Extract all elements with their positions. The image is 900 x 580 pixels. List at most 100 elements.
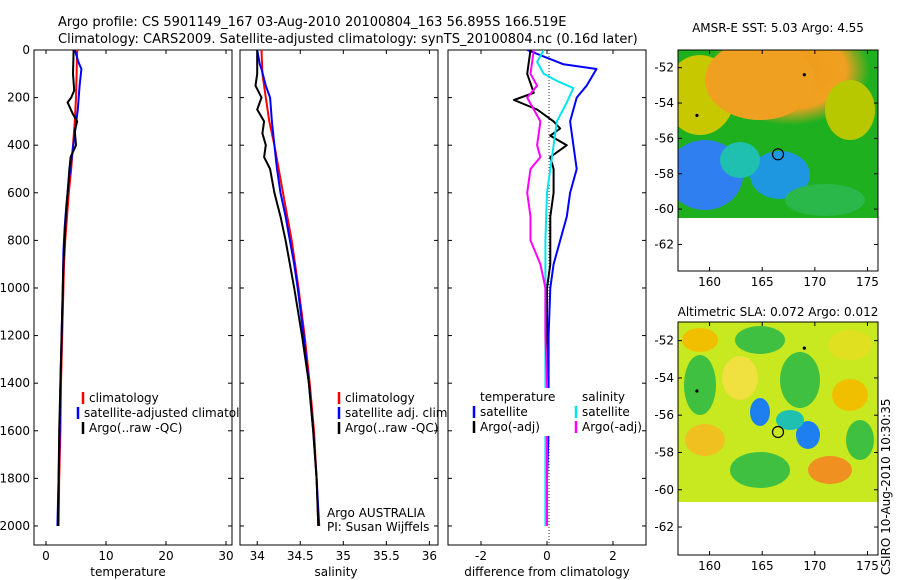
y-tick-label: -60 — [654, 202, 674, 216]
sla-map-panel: Altimetric SLA: 0.072 Argo: 0.012 160 165… — [654, 305, 879, 573]
legend-label-satellite: satellite-adjusted climatology — [84, 406, 262, 420]
map-dot — [695, 389, 699, 393]
sla-low-patch — [796, 421, 820, 449]
depth-y-ticks: 0 200 400 600 800 1000 1200 1400 1600 1800 2000 — [0, 43, 232, 533]
sla-low-patch — [750, 398, 770, 426]
x-tick-label: 36 — [422, 549, 437, 563]
legend-background — [470, 388, 550, 436]
y-tick-label: -58 — [654, 167, 674, 181]
legend-label-argo: Argo(..raw -QC) — [345, 421, 438, 435]
temperature-axes-frame — [33, 49, 233, 546]
temperature-profiles — [56, 50, 83, 527]
sst-heatmap — [678, 50, 878, 218]
sst-warm-core — [705, 50, 815, 120]
series-line-3 — [526, 50, 548, 526]
legend-title-temperature: temperature — [480, 390, 555, 404]
x-tick-label: -2 — [475, 549, 487, 563]
y-tick-label: 1000 — [0, 281, 30, 295]
salinity-profiles — [254, 50, 321, 527]
y-tick-label: 2000 — [0, 519, 30, 533]
sla-patch — [776, 410, 804, 430]
x-tick-label: 34 — [250, 549, 265, 563]
difference-x-label: difference from climatology — [464, 565, 630, 579]
difference-y-ticks — [448, 49, 646, 527]
sla-patch — [685, 424, 725, 456]
map-dot — [802, 346, 806, 350]
y-tick-label: -56 — [654, 131, 674, 145]
temperature-legend: climatology satellite-adjusted climatolo… — [76, 391, 262, 435]
temperature-panel: 0 10 20 30 0 200 400 600 800 1000 1200 1400 1600 180… — [0, 43, 262, 579]
y-tick-label: -60 — [654, 483, 674, 497]
y-tick-label: -58 — [654, 445, 674, 459]
sla-y-ticks: -52 -54 -56 -58 -60 -62 — [654, 334, 878, 534]
y-tick-label: 200 — [7, 91, 30, 105]
sst-y-ticks: -52 -54 -56 -58 -60 -62 — [654, 61, 878, 251]
salinity-legend: climatology satellite adj. clim. Argo(..… — [337, 391, 451, 435]
legend-label-temp-argo: Argo(-adj) — [480, 420, 540, 434]
sst-patch-yellow-east — [825, 80, 875, 140]
y-tick-label: -54 — [654, 371, 674, 385]
temperature-x-ticks: 0 10 20 30 — [42, 50, 234, 563]
y-tick-label: 1400 — [0, 376, 30, 390]
legend-title-salinity: salinity — [582, 390, 625, 404]
x-tick-label: 165 — [751, 559, 774, 573]
sst-map-title: AMSR-E SST: 5.03 Argo: 4.55 — [692, 21, 864, 35]
legend-label-sal-satellite: satellite — [582, 405, 630, 419]
y-tick-label: 800 — [7, 233, 30, 247]
salinity-y-ticks — [240, 49, 438, 527]
x-tick-label: 30 — [218, 549, 233, 563]
sst-patch-teal — [720, 142, 760, 178]
y-tick-label: 600 — [7, 186, 30, 200]
pi-annotation: PI: Susan Wijffels — [327, 520, 429, 534]
map-dot — [802, 73, 806, 77]
header-line-1: Argo profile: CS 5901149_167 03-Aug-2010… — [58, 15, 566, 30]
legend-label-climatology: climatology — [345, 391, 415, 405]
credit-text: CSIRO 10-Aug-2010 10:30:35 — [879, 399, 893, 575]
sla-map-frame — [677, 321, 879, 556]
sla-patch — [846, 420, 874, 460]
x-tick-label: 10 — [98, 549, 113, 563]
sla-x-ticks: 160 165 170 175 — [698, 322, 879, 573]
x-tick-label: 175 — [856, 275, 879, 289]
x-tick-label: 35.5 — [373, 549, 400, 563]
map-dot — [695, 113, 699, 118]
y-tick-label: 1800 — [0, 471, 30, 485]
sla-patch — [780, 352, 820, 408]
argo-program-annotation: Argo AUSTRALIA — [327, 506, 426, 520]
y-tick-label: -62 — [654, 520, 674, 534]
x-tick-label: 2 — [609, 549, 617, 563]
x-tick-label: 175 — [856, 559, 879, 573]
sst-map-frame — [677, 49, 879, 272]
y-tick-label: -52 — [654, 334, 674, 348]
sla-no-data-region — [678, 502, 878, 555]
sla-patch — [684, 355, 716, 415]
x-tick-label: 20 — [158, 549, 173, 563]
salinity-panel: 34 34.5 35 35.5 36 salinity climatology sate… — [239, 49, 451, 579]
x-tick-label: 0 — [543, 549, 551, 563]
sla-markers — [695, 346, 806, 439]
sla-patch — [682, 328, 718, 352]
y-tick-label: 1200 — [0, 329, 30, 343]
sst-no-data-region — [678, 218, 878, 271]
sla-patch — [735, 326, 785, 354]
temperature-x-label: temperature — [90, 565, 165, 579]
y-tick-label: 1600 — [0, 424, 30, 438]
x-tick-label: 170 — [803, 275, 826, 289]
y-tick-label: 400 — [7, 138, 30, 152]
x-tick-label: 34.5 — [287, 549, 314, 563]
sst-x-ticks: 160 165 170 175 — [698, 50, 879, 289]
sla-map-title: Altimetric SLA: 0.072 Argo: 0.012 — [678, 305, 879, 319]
legend-label-argo: Argo(..raw -QC) — [89, 421, 182, 435]
y-tick-label: -52 — [654, 61, 674, 75]
legend-label-climatology: climatology — [89, 391, 159, 405]
profile-location-marker — [771, 148, 785, 161]
sla-patch — [722, 356, 758, 400]
series-line-2 — [57, 50, 79, 527]
header-line-2: Climatology: CARS2009. Satellite-adjuste… — [58, 32, 638, 47]
salinity-x-ticks: 34 34.5 35 35.5 36 — [250, 50, 437, 563]
sla-heatmap — [678, 322, 878, 502]
x-tick-label: 160 — [698, 559, 721, 573]
legend-label-temp-satellite: satellite — [480, 405, 528, 419]
sst-map-panel: AMSR-E SST: 5.03 Argo: 4.55 160 165 170 175… — [654, 21, 879, 289]
